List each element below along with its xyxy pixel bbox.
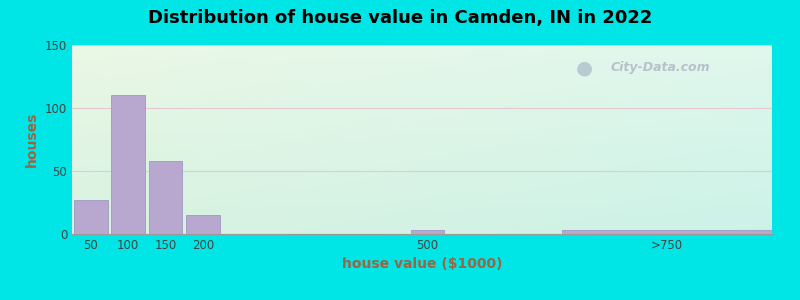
Text: Distribution of house value in Camden, IN in 2022: Distribution of house value in Camden, I… bbox=[148, 9, 652, 27]
Text: City-Data.com: City-Data.com bbox=[611, 61, 710, 74]
Bar bbox=[111, 95, 145, 234]
X-axis label: house value ($1000): house value ($1000) bbox=[342, 257, 502, 272]
Bar bbox=[410, 230, 445, 234]
Text: ●: ● bbox=[576, 58, 593, 77]
Y-axis label: houses: houses bbox=[26, 112, 39, 167]
Bar bbox=[186, 215, 220, 234]
Bar bbox=[562, 230, 772, 234]
Bar bbox=[74, 200, 107, 234]
Bar bbox=[149, 161, 182, 234]
